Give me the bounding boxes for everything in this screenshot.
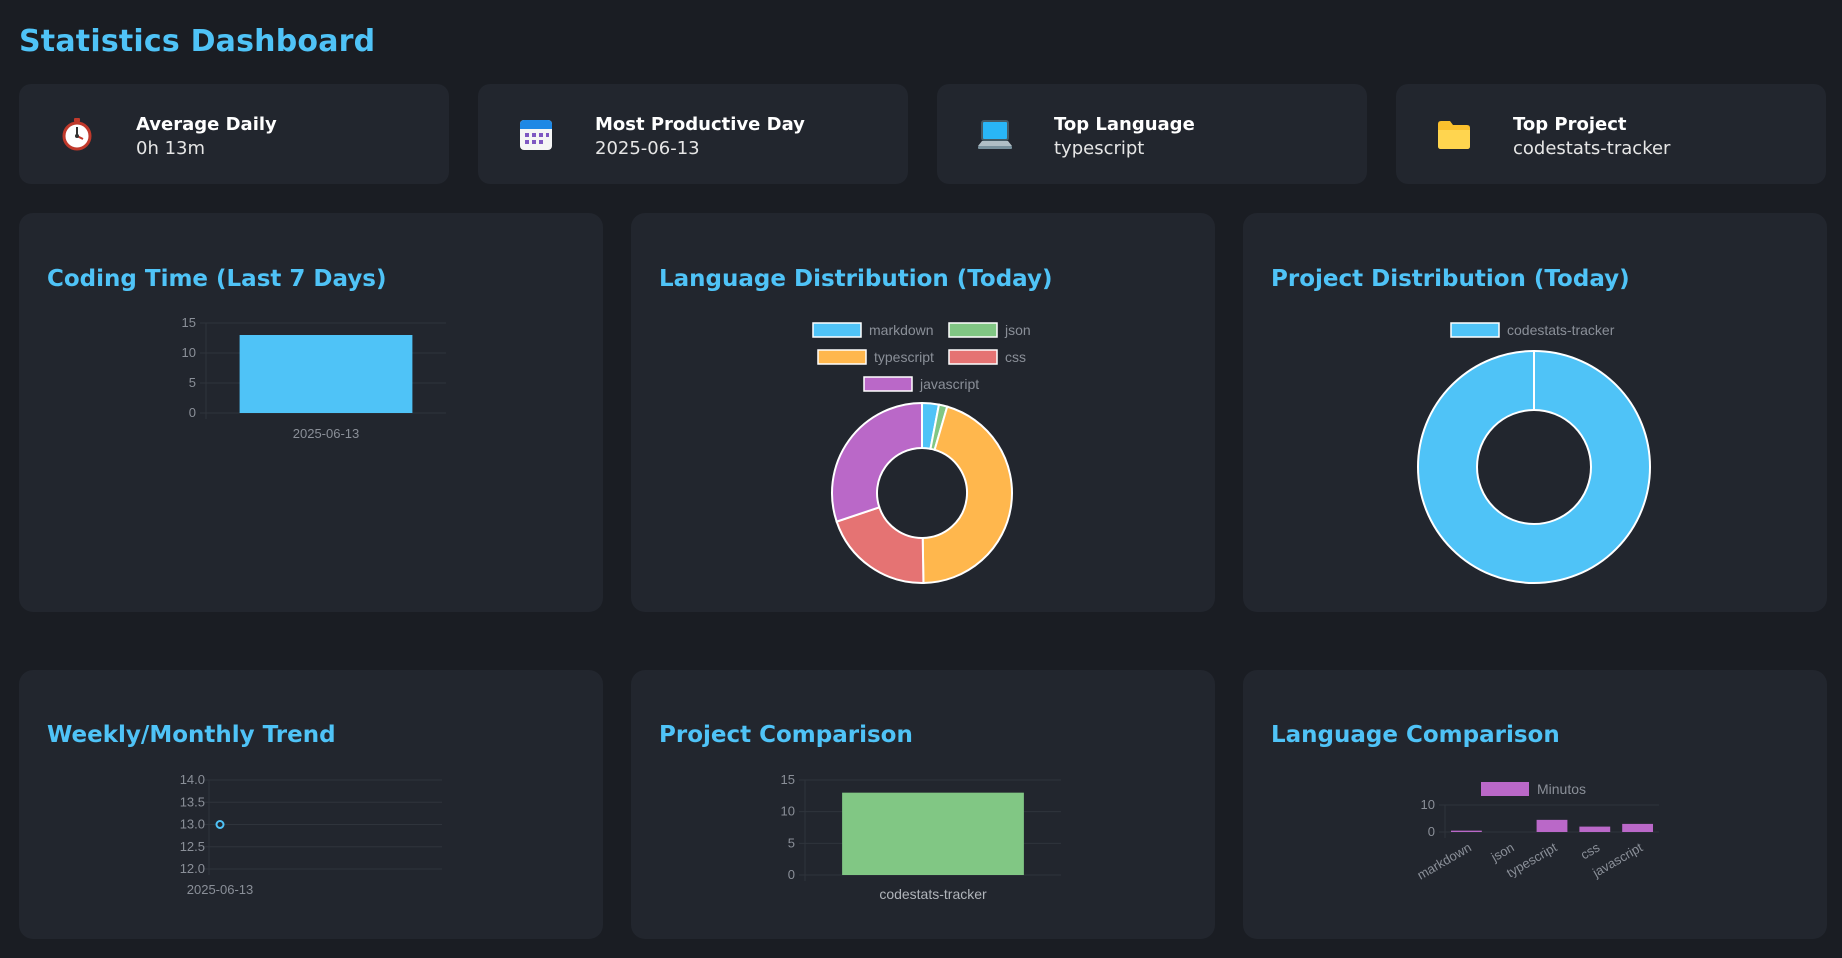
- pie-slice-css: [835, 506, 925, 584]
- y-tick-label: 12.5: [180, 839, 205, 854]
- bar: [1622, 823, 1654, 832]
- x-tick-label: css: [1578, 839, 1603, 862]
- y-tick-label: 10: [781, 804, 795, 819]
- calendar-icon: [520, 120, 552, 150]
- legend-swatch: [948, 349, 998, 365]
- y-tick-label: 12.0: [180, 861, 205, 876]
- panel-title: Language Comparison: [1271, 722, 1560, 748]
- stat-label: Most Productive Day: [595, 114, 805, 135]
- stat-label: Top Language: [1054, 114, 1195, 135]
- panel-title: Project Distribution (Today): [1271, 266, 1630, 292]
- panel-trend: Weekly/Monthly Trend 12.0 12.5 13.0 13.5 14.…: [19, 670, 603, 939]
- stat-value: codestats-tracker: [1513, 138, 1671, 159]
- x-tick-label: codestats-tracker: [879, 886, 987, 902]
- panel-title: Coding Time (Last 7 Days): [47, 266, 387, 292]
- legend-label: codestats-tracker: [1507, 322, 1615, 338]
- legend-swatch: [1481, 782, 1529, 796]
- project-comparison-chart: 0 5 10 15 codestats-tracker: [781, 772, 1061, 902]
- y-tick-label: 10: [182, 345, 196, 360]
- laptop-icon: [978, 120, 1012, 149]
- legend-label: json: [1004, 322, 1031, 338]
- legend-label: javascript: [919, 376, 979, 392]
- bar: [1579, 826, 1611, 832]
- legend-swatch: [1450, 322, 1500, 338]
- y-tick-label: 5: [788, 835, 795, 850]
- stat-value: typescript: [1054, 138, 1145, 159]
- stopwatch-icon: [62, 118, 92, 151]
- x-tick-label: json: [1488, 840, 1517, 865]
- panel-project-comparison: Project Comparison 0 5 10 15 codestats-track…: [631, 670, 1215, 939]
- pie-slice-typescript: [921, 405, 1013, 585]
- y-tick-label: 10: [1421, 797, 1435, 812]
- coding-time-chart: 0 5 10 15 2025-06-13: [182, 315, 446, 441]
- legend-swatch: [817, 349, 867, 365]
- y-tick-label: 15: [781, 772, 795, 787]
- y-tick-label: 13.0: [180, 817, 205, 832]
- line-point: [215, 820, 225, 829]
- stat-value: 0h 13m: [136, 138, 206, 159]
- x-tick-label: 2025-06-13: [293, 426, 360, 441]
- y-tick-label: 0: [788, 867, 795, 882]
- stat-card-most-productive-day: Most Productive Day 2025-06-13: [478, 84, 908, 184]
- panel-language-distribution: Language Distribution (Today) markdown js…: [631, 213, 1215, 612]
- pie-slice-javascript: [831, 401, 923, 523]
- legend-swatch: [948, 322, 998, 338]
- project-distribution-chart: codestats-tracker: [1416, 322, 1651, 584]
- y-tick-label: 5: [189, 375, 196, 390]
- y-tick-label: 14.0: [180, 772, 205, 787]
- x-tick-label: 2025-06-13: [187, 882, 254, 897]
- bar: [1536, 819, 1568, 832]
- panel-language-comparison: Language Comparison Minutos 0 10 markdown js…: [1243, 670, 1827, 939]
- stat-card-average-daily: Average Daily 0h 13m: [19, 84, 449, 184]
- panel-title: Language Distribution (Today): [659, 266, 1053, 292]
- bar: [842, 792, 1024, 875]
- x-tick-label: markdown: [1414, 840, 1473, 883]
- stat-card-top-project: Top Project codestats-tracker: [1396, 84, 1826, 184]
- legend-label: Minutos: [1537, 781, 1586, 797]
- legend-swatch: [863, 376, 913, 392]
- panel-title: Project Comparison: [659, 722, 913, 748]
- pie-slice-codestats-tracker: [1416, 350, 1651, 584]
- bar: [239, 335, 413, 413]
- y-tick-label: 0: [1428, 824, 1435, 839]
- panel-project-distribution: Project Distribution (Today) codestats-t…: [1243, 213, 1827, 612]
- stat-value: 2025-06-13: [595, 138, 700, 159]
- panel-coding-time: Coding Time (Last 7 Days) 0 5 10 15 2025-06-…: [19, 213, 603, 612]
- stat-label: Average Daily: [136, 114, 277, 135]
- stat-card-top-language: Top Language typescript: [937, 84, 1367, 184]
- stat-label: Top Project: [1513, 114, 1627, 135]
- y-tick-label: 15: [182, 315, 196, 330]
- trend-chart: 12.0 12.5 13.0 13.5 14.0 2025-06-13: [180, 772, 442, 897]
- legend-label: css: [1005, 349, 1026, 365]
- legend-label: typescript: [874, 349, 934, 365]
- y-tick-label: 13.5: [180, 794, 205, 809]
- panel-title: Weekly/Monthly Trend: [47, 722, 336, 748]
- folder-icon: [1438, 121, 1470, 149]
- legend-label: markdown: [869, 322, 934, 338]
- y-tick-label: 0: [189, 405, 196, 420]
- language-distribution-chart: markdown json typescript css javascript: [812, 322, 1031, 585]
- bar: [1450, 830, 1482, 832]
- page-title: Statistics Dashboard: [19, 24, 376, 59]
- legend-swatch: [812, 322, 862, 338]
